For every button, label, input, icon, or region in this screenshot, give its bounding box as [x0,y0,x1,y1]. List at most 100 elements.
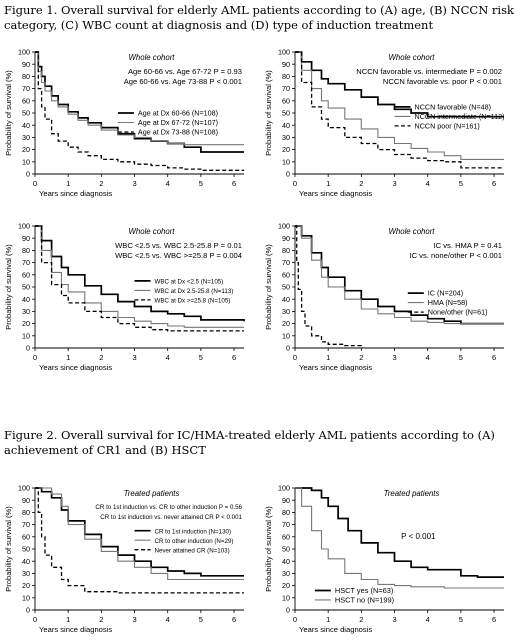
x-tick-label: 4 [166,179,170,188]
chart-panel-1c: 0 10 20 30 40 50 60 70 80 90 100 0 1 2 3 4 5 6 Years since… [2,222,250,372]
x-tick-label: 0 [33,353,37,362]
chart-panel-2b: 0 10 20 30 40 50 60 70 80 90 100 0 1 2 3 4 5 6 Years since… [262,484,510,634]
y-axis-label: Probability of survival (%) [264,244,273,330]
y-tick-label: 40 [22,295,30,304]
y-tick-label: 20 [282,319,290,328]
y-tick-label: 0 [26,344,30,353]
y-tick-label: 20 [282,581,290,590]
x-tick-label: 3 [132,615,136,624]
x-tick-label: 6 [492,179,496,188]
panel-title: Whole cohort [129,227,176,236]
figure2-caption: Figure 2. Overall survival for IC/HMA-tr… [4,428,495,457]
y-tick-label: 0 [286,170,290,179]
y-tick-label: 0 [26,606,30,615]
x-tick-label: 1 [66,353,70,362]
y-tick-label: 60 [22,532,30,541]
panel-title: Treated patients [384,489,440,498]
y-tick-label: 40 [22,121,30,130]
y-tick-label: 40 [282,295,290,304]
p-value-annotation: NCCN favorable vs. intermediate P = 0.00… [356,67,502,76]
y-tick-label: 80 [282,508,290,517]
y-tick-label: 80 [22,246,30,255]
survival-chart-2a: 0 10 20 30 40 50 60 70 80 90 100 0 1 2 3 4 5 6 Years since… [4,484,244,634]
x-tick-label: 4 [166,353,170,362]
legend-label-1: IC (N=204) [428,289,463,298]
x-tick-label: 1 [326,179,330,188]
x-tick-label: 6 [232,179,236,188]
series-line-3 [295,225,362,348]
y-tick-label: 100 [18,222,30,231]
y-tick-label: 10 [282,157,290,166]
x-tick-label: 0 [33,179,37,188]
y-tick-label: 50 [282,109,290,118]
y-tick-label: 100 [278,222,290,231]
y-tick-label: 70 [282,258,290,267]
y-tick-label: 60 [282,532,290,541]
x-tick-label: 2 [99,179,103,188]
y-tick-label: 10 [282,331,290,340]
y-tick-label: 30 [22,133,30,142]
x-tick-label: 4 [166,615,170,624]
y-axis-label: Probability of survival (%) [264,70,273,156]
chart-panel-1d: 0 10 20 30 40 50 60 70 80 90 100 0 1 2 3 4 5 6 Years since… [262,222,510,372]
x-tick-label: 2 [99,615,103,624]
series-line-2 [295,51,504,160]
legend-label-1: Age at Dx 60-66 (N=108) [138,109,218,118]
x-tick-label: 1 [66,615,70,624]
p-value-annotation: CR to 1st induction vs. never attained C… [100,514,242,521]
y-tick-label: 20 [22,319,30,328]
panel-title: Whole cohort [129,53,176,62]
y-tick-label: 20 [282,145,290,154]
p-value-annotation: P < 0.001 [401,532,436,541]
p-value-annotation: IC vs. none/other P < 0.001 [409,251,502,260]
survival-chart-1a: 0 10 20 30 40 50 60 70 80 90 100 0 1 2 3 4 5 6 Years since… [4,48,244,198]
x-tick-label: 5 [459,615,463,624]
y-tick-label: 30 [282,133,290,142]
x-tick-label: 0 [33,615,37,624]
y-tick-label: 0 [286,606,290,615]
p-value-annotation: Age 60-66 vs. Age 67-72 P = 0.93 [128,67,242,76]
y-tick-label: 40 [282,557,290,566]
x-tick-label: 3 [132,353,136,362]
legend-label-2: NCCN intermediate (N=112) [415,112,505,121]
p-value-annotation: Age 60-66 vs. Age 73-88 P < 0.001 [124,77,242,86]
series-line-3 [35,51,244,171]
panel-title: Whole cohort [389,53,436,62]
p-value-annotation: WBC <2.5 vs. WBC 2.5-25.8 P = 0.01 [115,241,242,250]
p-value-annotation: WBC <2.5 vs. WBC >=25.8 P = 0.004 [115,251,242,260]
survival-chart-2b: 0 10 20 30 40 50 60 70 80 90 100 0 1 2 3 4 5 6 Years since… [264,484,504,634]
y-tick-label: 90 [282,496,290,505]
x-axis-label: Years since diagnosis [39,189,112,198]
chart-panel-1a: 0 10 20 30 40 50 60 70 80 90 100 0 1 2 3 4 5 6 Years since… [2,48,250,198]
y-tick-label: 90 [282,60,290,69]
series-line-2 [35,487,244,581]
y-tick-label: 80 [282,72,290,81]
survival-chart-1b: 0 10 20 30 40 50 60 70 80 90 100 0 1 2 3 4 5 6 Years since… [264,48,505,198]
y-tick-label: 80 [282,246,290,255]
y-tick-label: 10 [22,157,30,166]
y-axis-label: Probability of survival (%) [4,506,13,592]
y-tick-label: 40 [22,557,30,566]
series-line-1 [35,487,244,577]
x-tick-label: 5 [199,353,203,362]
panel-title: Whole cohort [389,227,436,236]
y-axis-label: Probability of survival (%) [4,70,13,156]
y-tick-label: 50 [282,283,290,292]
y-tick-label: 60 [22,270,30,279]
x-tick-label: 5 [459,179,463,188]
x-tick-label: 1 [66,179,70,188]
y-tick-label: 90 [282,234,290,243]
x-tick-label: 0 [293,353,297,362]
y-tick-label: 60 [282,96,290,105]
series-line-1 [295,487,504,578]
y-tick-label: 60 [282,270,290,279]
y-tick-label: 30 [22,569,30,578]
y-tick-label: 70 [282,520,290,529]
x-tick-label: 3 [392,179,396,188]
y-axis-label: Probability of survival (%) [264,506,273,592]
legend-label-1: CR to 1st induction (N=130) [155,528,232,535]
series-line-3 [35,225,244,332]
series-line-1 [295,225,504,325]
legend-label-1: NCCN favorable (N=48) [415,103,492,112]
y-tick-label: 40 [282,121,290,130]
